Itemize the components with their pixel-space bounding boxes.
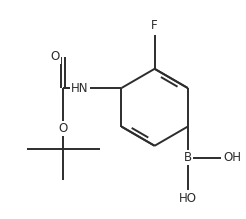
Text: O: O	[51, 50, 60, 63]
Text: HO: HO	[179, 193, 197, 205]
Text: O: O	[59, 122, 68, 135]
Text: B: B	[184, 151, 192, 164]
Text: HN: HN	[71, 81, 89, 95]
Text: OH: OH	[223, 151, 241, 164]
Text: F: F	[151, 19, 158, 32]
